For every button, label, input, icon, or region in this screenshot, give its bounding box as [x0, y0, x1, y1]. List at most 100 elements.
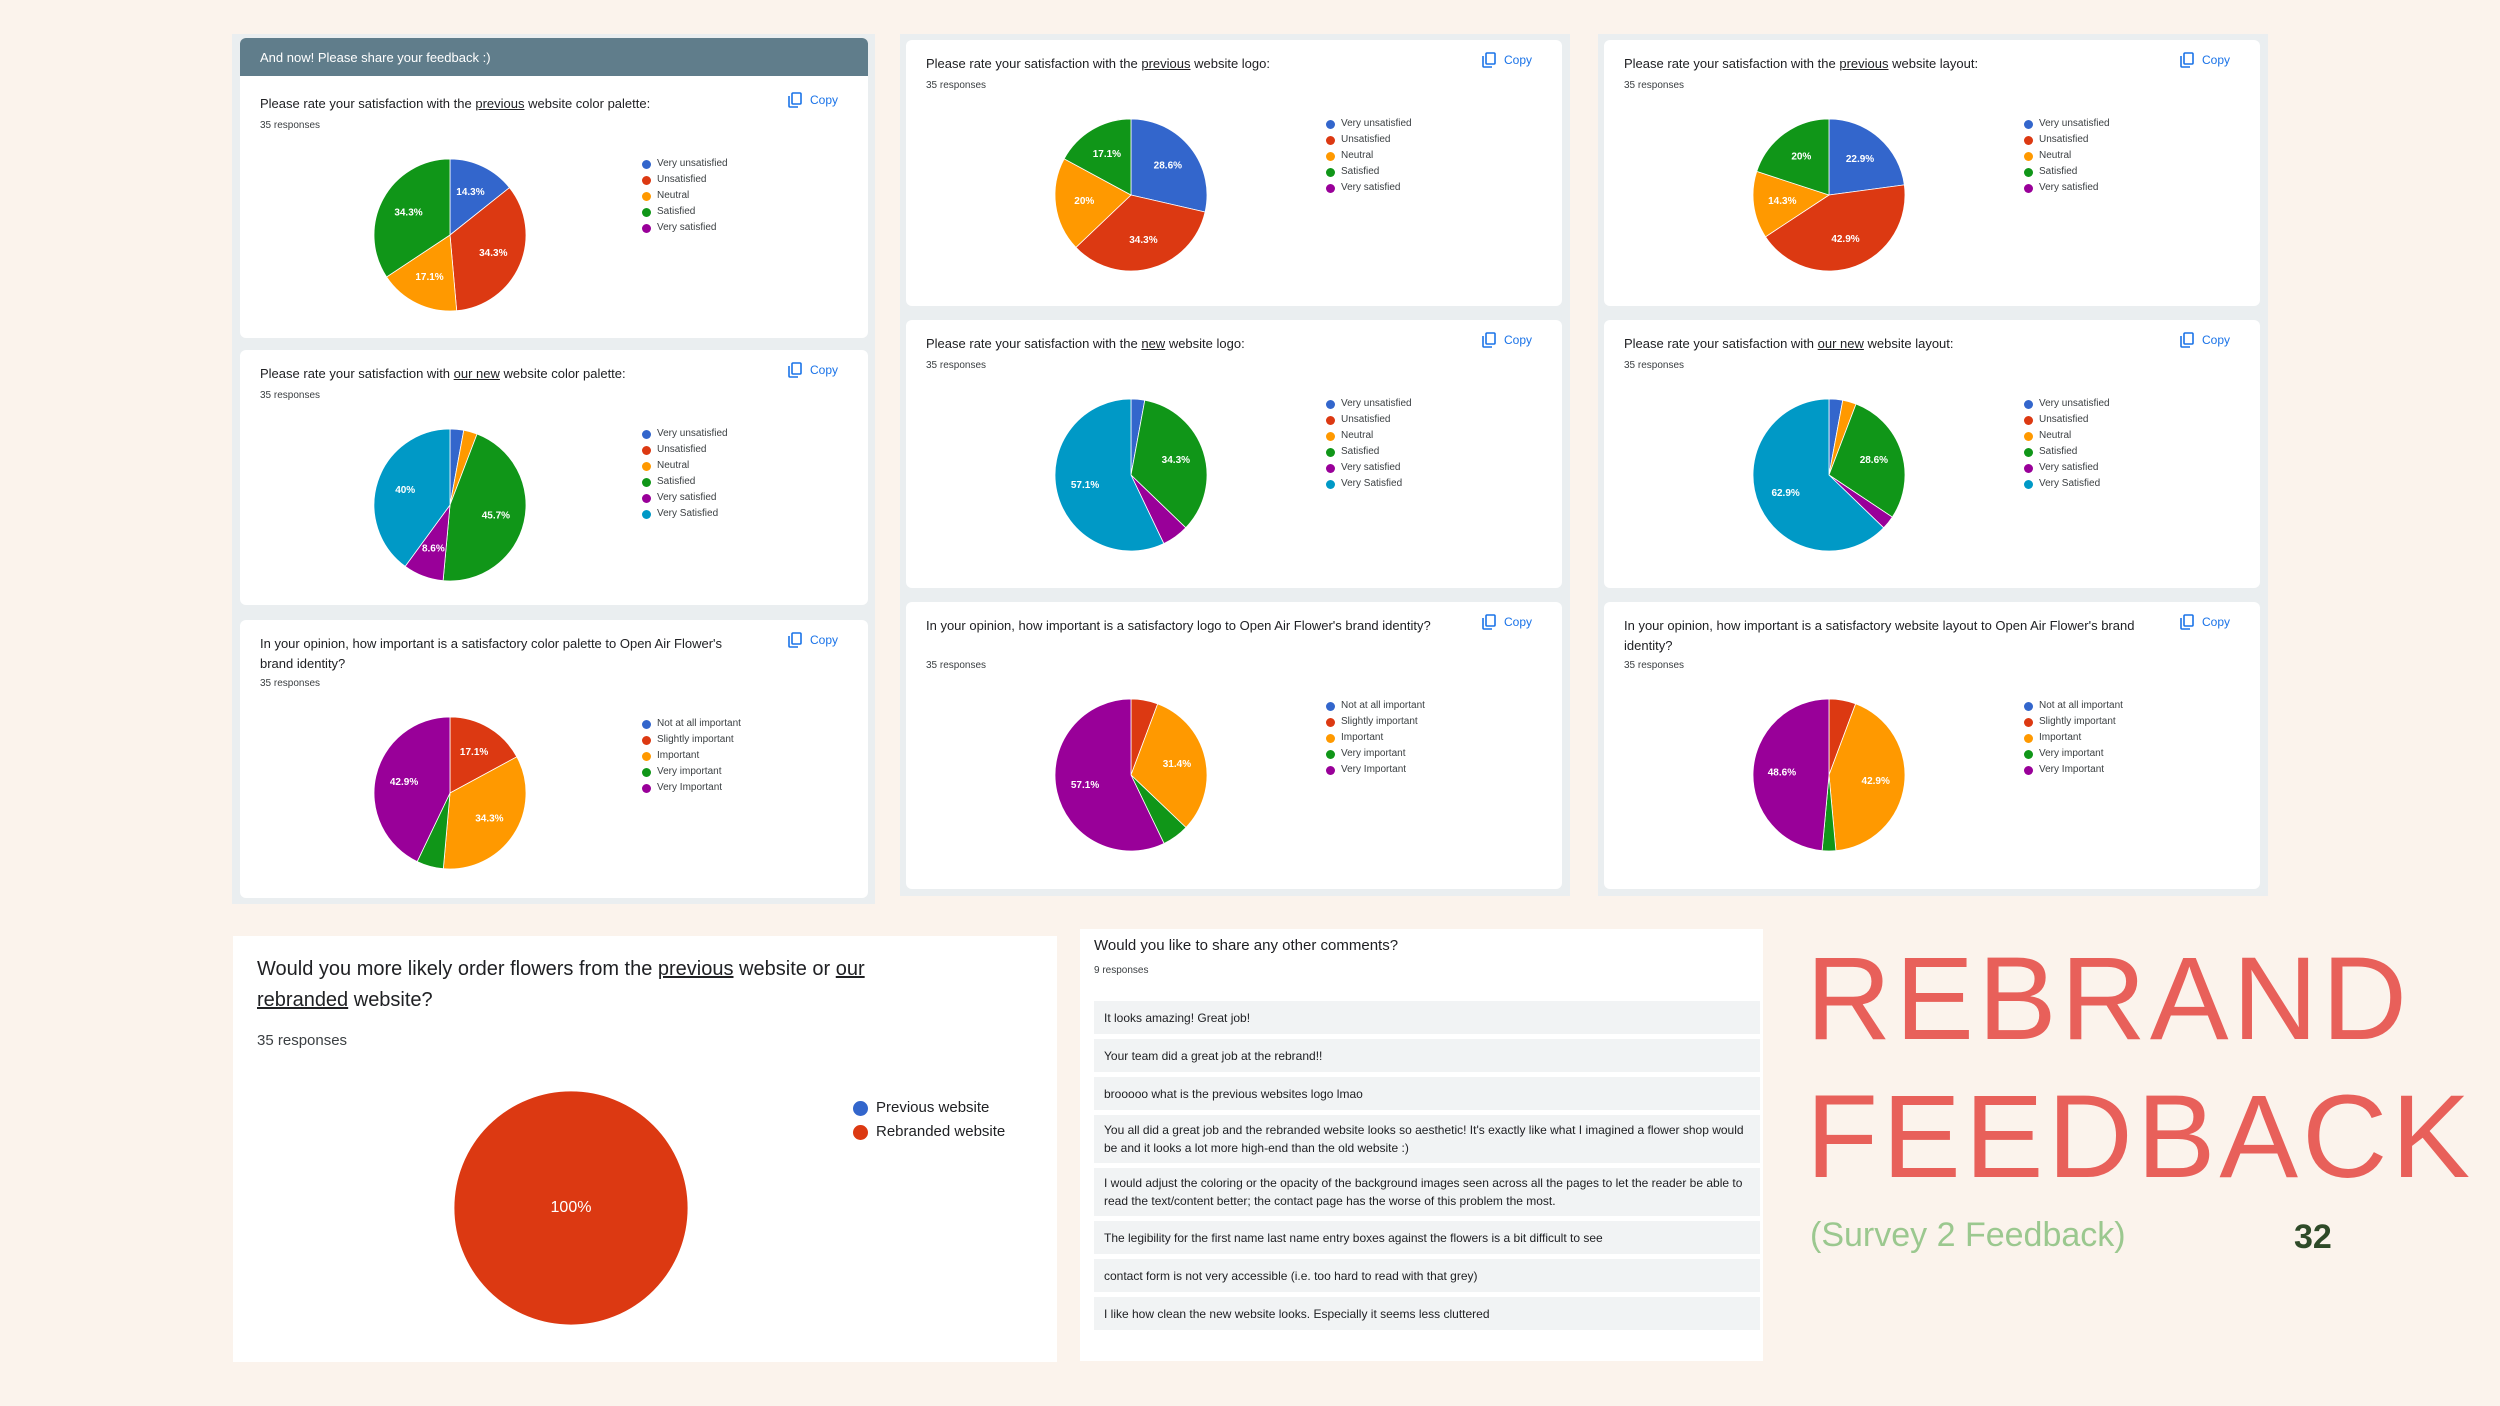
chart-legend: Very unsatisfied Unsatisfied Neutral Satisf…	[2024, 396, 2110, 492]
pie-data-label: 34.3%	[1162, 455, 1190, 466]
question-text: In your opinion, how important is a sati…	[926, 618, 1431, 633]
legend-item: Neutral	[1326, 148, 1412, 164]
copy-chart-button[interactable]: Copy	[788, 362, 838, 378]
legend-swatch	[642, 191, 651, 201]
pie-chart: 14.3% 34.3% 17.1% 34.3%	[373, 158, 527, 312]
legend-swatch	[2024, 183, 2033, 193]
legend-label: Very unsatisfied	[2039, 118, 2110, 129]
legend-swatch	[1326, 717, 1335, 727]
legend-label: Important	[2039, 732, 2082, 743]
legend-item: Very unsatisfied	[642, 156, 728, 172]
legend-label: Very satisfied	[1341, 462, 1401, 473]
legend-label: Very unsatisfied	[1341, 398, 1412, 409]
survey-chart-card: In your opinion, how important is a sati…	[1604, 602, 2260, 889]
question-text: Please rate your satisfaction with the p…	[260, 96, 651, 111]
legend-swatch	[2024, 717, 2033, 727]
legend-swatch	[853, 1100, 868, 1116]
order-preference-question: Would you more likely order flowers from…	[257, 958, 865, 1011]
survey-chart-card: And now! Please share your feedback :) Pl…	[240, 38, 868, 338]
copy-chart-button[interactable]: Copy	[1482, 332, 1532, 348]
pie-data-label: 28.6%	[1154, 160, 1182, 171]
copy-icon	[788, 362, 802, 378]
legend-label: Very satisfied	[1341, 182, 1401, 193]
legend-item: Very unsatisfied	[1326, 116, 1412, 132]
copy-label: Copy	[2202, 333, 2231, 347]
legend-item: Not at all important	[1326, 698, 1425, 714]
copy-chart-button[interactable]: Copy	[788, 92, 838, 108]
copy-label: Copy	[1504, 53, 1533, 67]
survey-chart-card: Please rate your satisfaction with the p…	[906, 40, 1562, 306]
legend-item: Very Important	[1326, 762, 1425, 778]
pie-data-label: 62.9%	[1771, 488, 1799, 499]
legend-swatch	[642, 493, 651, 503]
copy-icon	[2180, 52, 2194, 68]
pie-data-label: 8.6%	[422, 544, 445, 555]
legend-label: Satisfied	[2039, 446, 2078, 457]
pie-chart: 42.9% 48.6%	[1752, 698, 1906, 852]
legend-swatch	[1326, 183, 1335, 193]
legend-label: Previous website	[876, 1099, 990, 1116]
legend-item: Very unsatisfied	[2024, 116, 2110, 132]
legend-item: Very satisfied	[1326, 460, 1412, 476]
copy-chart-button[interactable]: Copy	[2180, 52, 2230, 68]
legend-swatch	[2024, 431, 2033, 441]
pie-data-label: 17.1%	[1093, 149, 1121, 160]
legend-label: Very satisfied	[657, 222, 717, 233]
legend-swatch	[1326, 447, 1335, 457]
order-preference-legend: Previous website Rebranded website	[853, 1096, 1005, 1144]
copy-chart-button[interactable]: Copy	[1482, 52, 1532, 68]
question-text: In your opinion, how important is a sati…	[1624, 618, 2135, 653]
copy-chart-button[interactable]: Copy	[2180, 614, 2230, 630]
legend-swatch	[1326, 749, 1335, 759]
copy-icon	[1482, 52, 1496, 68]
legend-item: Slightly important	[2024, 714, 2123, 730]
pie-chart: 31.4% 57.1%	[1054, 698, 1208, 852]
pie-data-label: 17.1%	[460, 747, 488, 758]
copy-label: Copy	[1504, 615, 1533, 629]
pie-data-label: 20%	[1074, 196, 1094, 207]
order-preference-card: Would you more likely order flowers from…	[233, 936, 1057, 1362]
legend-label: Very Satisfied	[2039, 478, 2101, 489]
pie-data-label: 34.3%	[1129, 235, 1157, 246]
legend-item: Very satisfied	[642, 220, 728, 236]
pie-slice-important	[1130, 703, 1208, 829]
legend-label: Satisfied	[657, 476, 696, 487]
question-text: Please rate your satisfaction with the p…	[1624, 56, 1979, 71]
legend-label: Rebranded website	[876, 1123, 1006, 1140]
copy-chart-button[interactable]: Copy	[2180, 332, 2230, 348]
legend-label: Very Satisfied	[1341, 478, 1403, 489]
legend-item: Important	[1326, 730, 1425, 746]
legend-item: Neutral	[2024, 148, 2110, 164]
copy-label: Copy	[1504, 333, 1533, 347]
response-count: 35 responses	[926, 360, 987, 371]
legend-item: Very satisfied	[2024, 180, 2110, 196]
legend-label: Unsatisfied	[2039, 134, 2089, 145]
legend-item: Very Important	[2024, 762, 2123, 778]
copy-chart-button[interactable]: Copy	[1482, 614, 1532, 630]
legend-swatch	[1326, 479, 1335, 489]
legend-swatch	[2024, 479, 2033, 489]
legend-label: Satisfied	[2039, 166, 2078, 177]
chart-legend: Very unsatisfied Unsatisfied Neutral Satisf…	[1326, 396, 1412, 492]
legend-label: Satisfied	[1341, 166, 1380, 177]
copy-label: Copy	[810, 633, 839, 647]
survey-chart-card: In your opinion, how important is a sati…	[906, 602, 1562, 889]
pie-slice-very-important	[1054, 698, 1165, 852]
survey-chart-card: Please rate your satisfaction with our n…	[240, 350, 868, 605]
legend-swatch	[642, 509, 651, 519]
copy-label: Copy	[2202, 53, 2231, 67]
legend-swatch	[2024, 135, 2033, 145]
legend-swatch	[1326, 431, 1335, 441]
legend-label: Not at all important	[2039, 700, 2123, 711]
legend-item: Previous website	[853, 1096, 1005, 1120]
legend-label: Unsatisfied	[1341, 134, 1391, 145]
legend-label: Very satisfied	[2039, 182, 2099, 193]
question-text: Please rate your satisfaction with our n…	[260, 366, 626, 381]
response-count: 35 responses	[260, 678, 321, 689]
legend-label: Unsatisfied	[657, 444, 707, 455]
pie-slice-important	[1828, 703, 1906, 852]
copy-chart-button[interactable]: Copy	[788, 632, 838, 648]
pie-data-label: 14.3%	[1768, 196, 1796, 207]
legend-label: Very unsatisfied	[1341, 118, 1412, 129]
legend-item: Satisfied	[2024, 444, 2110, 460]
